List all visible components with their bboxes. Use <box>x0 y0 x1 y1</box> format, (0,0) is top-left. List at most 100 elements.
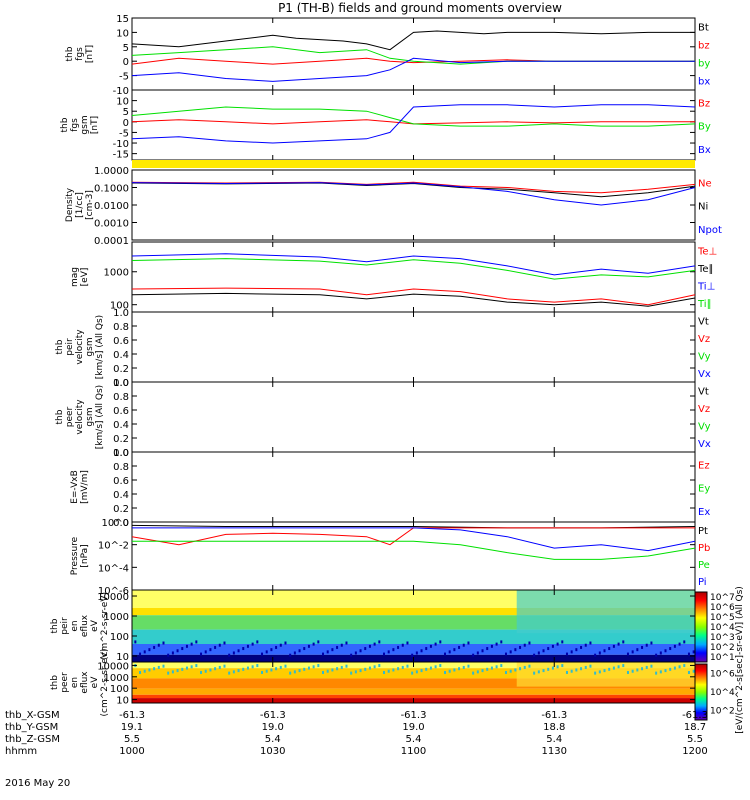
spectrogram-speck <box>458 645 461 649</box>
legend-entry: By <box>698 122 711 133</box>
y-tick-label: 10^-6 <box>98 586 129 597</box>
spectrogram-speck <box>251 665 254 669</box>
series-line-bx <box>131 57 695 82</box>
spectrogram-speck <box>307 644 310 648</box>
y-axis-label-line: [mV/m] <box>80 470 90 504</box>
y-tick-label: 0.8 <box>113 462 129 473</box>
legend-entry: Vy <box>698 421 711 432</box>
ephemeris-value: -61.3 <box>682 710 708 721</box>
spectrogram-speck <box>636 648 639 652</box>
colorbar-label: [eV/(cm^2-s[sec]-sr-eV)] (All Qs) <box>735 586 745 734</box>
spectrogram-speck <box>383 652 386 656</box>
spectrogram-speck <box>298 669 301 673</box>
spectrogram-speck <box>626 670 629 674</box>
y-tick-label: 1000 <box>104 268 129 279</box>
spectrogram-speck <box>204 669 207 673</box>
panel-frame <box>131 451 696 523</box>
spectrogram-speck <box>223 664 226 668</box>
spectrogram-speck <box>603 649 606 653</box>
ephemeris-value: 5.4 <box>406 734 422 745</box>
colorbar-tick: 10^7 <box>710 593 735 603</box>
spectrogram-speck <box>551 666 554 670</box>
legend-entry: Te∥ <box>697 264 714 275</box>
spectrogram-speck <box>598 670 601 674</box>
spectrogram-speck <box>373 665 376 669</box>
spectrogram-speck <box>429 666 432 670</box>
spectrogram-speck <box>232 651 235 655</box>
colorbar-tick: 10^3 <box>710 633 735 643</box>
y-tick-label: 10 <box>116 696 129 707</box>
spectrogram-speck <box>608 647 611 651</box>
panel-frame <box>131 169 696 241</box>
spectrogram-speck <box>312 665 315 669</box>
spectrogram-speck <box>270 668 273 672</box>
spectrogram-speck <box>265 669 268 673</box>
spectrogram-speck <box>167 653 170 657</box>
spectrogram-speck <box>223 641 226 645</box>
ephemeris-label: thb_X-GSM <box>5 710 60 721</box>
y-axis-label-line: eV <box>90 619 100 632</box>
spectrogram-speck <box>279 665 282 669</box>
ephemeris-value: 5.5 <box>124 734 140 745</box>
y-tick-label: 0.6 <box>113 406 129 417</box>
spectrogram-speck <box>589 664 592 668</box>
series-line-Te∥ <box>131 292 696 307</box>
y-tick-label: 1000 <box>104 612 129 623</box>
series-line-Bx <box>131 104 696 144</box>
spectrogram-band <box>132 668 695 679</box>
legend-entry: bz <box>698 41 710 52</box>
spectrogram-speck <box>383 670 386 674</box>
spectrogram-band <box>132 608 695 616</box>
legend-entry: Pb <box>698 543 710 554</box>
series-line-Pi <box>132 527 696 552</box>
y-tick-label: 10 <box>116 28 129 39</box>
spectrogram-speck <box>504 670 507 674</box>
y-tick-label: -10 <box>113 139 129 150</box>
y-tick-label: 1.0 <box>113 308 129 319</box>
y-tick-label: 10 <box>116 652 129 663</box>
spectrogram-speck <box>218 643 221 647</box>
spectrogram-speck <box>209 668 212 672</box>
spectrogram-speck <box>200 652 203 656</box>
ephemeris-table: thb_X-GSM -61.3 -61.3 -61.3 -61.3 -61.3 thb_Y-… <box>5 710 708 757</box>
colorbar-tick: 10^6 <box>710 669 735 679</box>
spectrogram-speck <box>359 669 362 673</box>
colorbar-tick: 10^2 <box>710 643 735 653</box>
spectrogram-speck <box>542 669 545 673</box>
spectrogram-speck <box>617 642 620 646</box>
spectrogram-speck <box>683 664 686 668</box>
spectrogram-speck <box>228 653 231 657</box>
colorbar-tick: 10^5 <box>710 613 735 623</box>
spectrogram-speck <box>673 644 676 648</box>
y-axis-label-line: thb <box>65 46 75 61</box>
colorbar-bottom <box>694 663 708 721</box>
ephemeris-value: -61.3 <box>541 710 567 721</box>
spectrogram-speck <box>472 671 475 675</box>
spectrogram-speck <box>551 644 554 648</box>
spectrogram-speck <box>289 653 292 657</box>
ephemeris-value: -61.3 <box>260 710 286 721</box>
spectrogram-speck <box>265 650 268 654</box>
y-axis-label-line: E=-VxB <box>70 470 80 504</box>
y-tick-label: 0.0 <box>113 518 129 529</box>
legend-entry: Bx <box>698 145 711 156</box>
y-tick-label: 0.0001 <box>94 236 129 247</box>
spectrogram-speck <box>556 665 559 669</box>
y-tick-label: 0.4 <box>113 350 129 361</box>
spectrogram-speck <box>622 664 625 668</box>
ephemeris-value: 19.0 <box>402 722 424 733</box>
spectrogram-speck <box>458 667 461 671</box>
ephemeris-value: -61.3 <box>119 710 145 721</box>
spectrogram-speck <box>387 650 390 654</box>
spectrogram-speck <box>565 652 568 656</box>
panel-frame <box>131 311 696 383</box>
y-tick-label: 10^-4 <box>98 563 129 574</box>
y-tick-label: 1000 <box>104 673 129 684</box>
spectrogram-speck <box>420 649 423 653</box>
spectrogram-speck <box>467 641 470 645</box>
y-axis-label: mag [eV] <box>70 267 90 287</box>
spectrogram-speck <box>195 664 198 668</box>
y-tick-label: 1.0 <box>113 378 129 389</box>
spectrogram-speck <box>594 671 597 675</box>
